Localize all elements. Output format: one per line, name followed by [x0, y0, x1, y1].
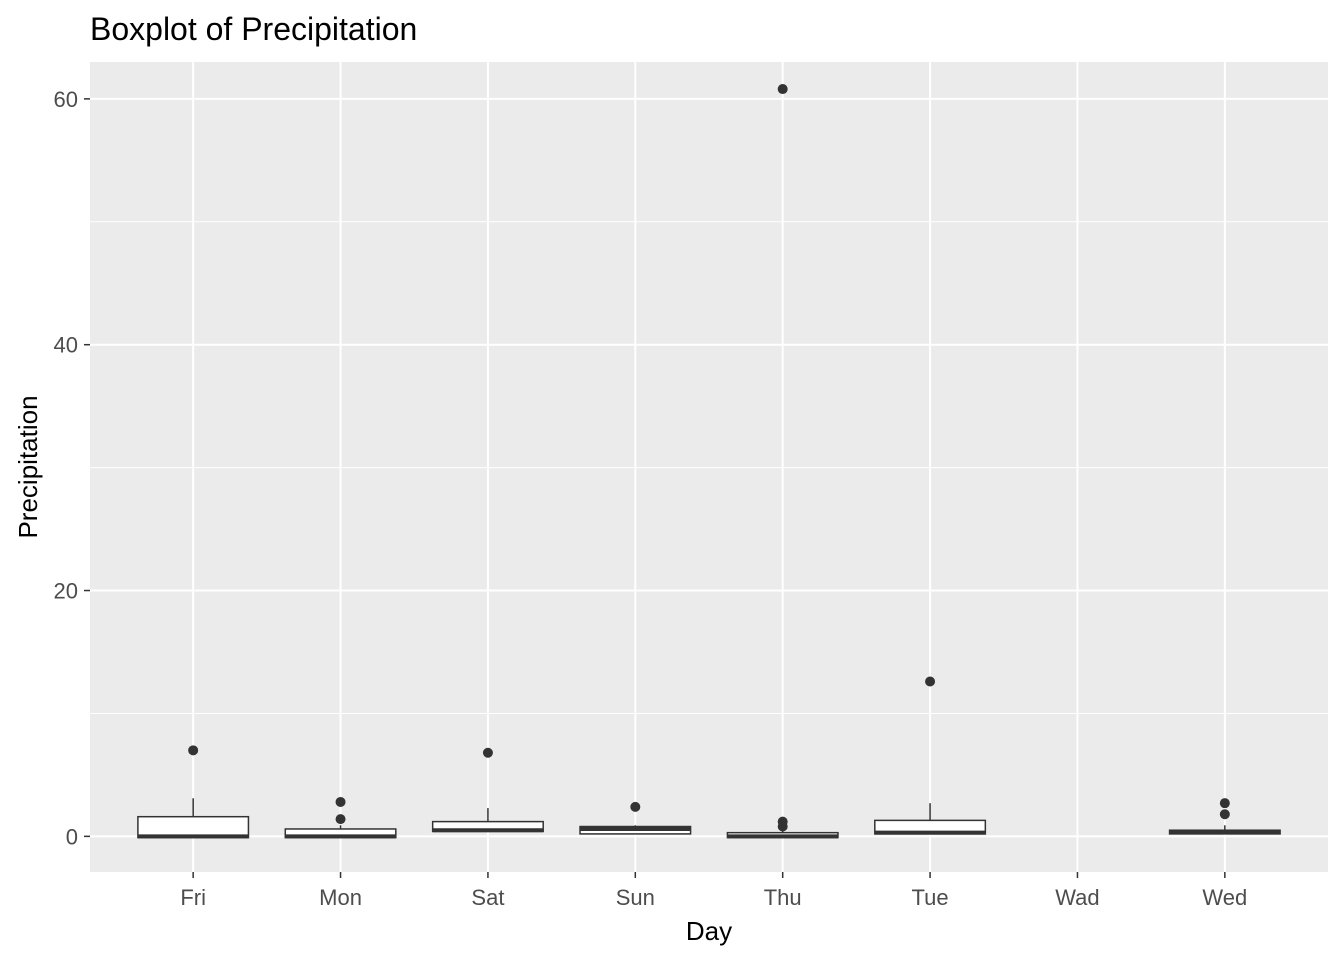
- outlier-point: [335, 796, 346, 807]
- grid-lines: [90, 62, 1328, 872]
- y-axis-title: Precipitation: [13, 395, 43, 538]
- box-mon: [284, 796, 397, 839]
- x-axis-title: Day: [686, 916, 732, 946]
- x-tick-label: Sun: [616, 885, 655, 910]
- outlier-point: [1219, 809, 1230, 820]
- box-sat: [431, 747, 544, 833]
- x-tick-label: Sat: [471, 885, 504, 910]
- boxes-layer: [137, 84, 1281, 839]
- x-tick-label: Wed: [1202, 885, 1247, 910]
- box-fri: [137, 745, 250, 839]
- outlier-point: [482, 747, 493, 758]
- outlier-point: [1219, 798, 1230, 809]
- chart-title: Boxplot of Precipitation: [90, 11, 417, 47]
- box-wed: [1168, 798, 1281, 835]
- x-tick-label: Fri: [180, 885, 206, 910]
- outlier-point: [335, 814, 346, 825]
- y-axis: 0 20 40 60: [54, 87, 90, 849]
- outlier-point: [777, 816, 788, 827]
- x-tick-label: Mon: [319, 885, 362, 910]
- y-tick-label: 0: [66, 824, 78, 849]
- box-tue: [874, 676, 987, 835]
- x-tick-label: Tue: [912, 885, 949, 910]
- y-tick-label: 40: [54, 333, 78, 358]
- outlier-point: [925, 676, 936, 687]
- x-tick-label: Thu: [764, 885, 802, 910]
- x-axis: Fri Mon Sat Sun Thu Tue Wad Wed: [180, 872, 1247, 910]
- outlier-point: [777, 84, 788, 95]
- y-tick-label: 60: [54, 87, 78, 112]
- box-thu: [726, 84, 839, 839]
- box-sun: [579, 801, 692, 835]
- x-tick-label: Wad: [1055, 885, 1099, 910]
- y-tick-label: 20: [54, 579, 78, 604]
- plot-panel: [90, 62, 1328, 872]
- outlier-point: [630, 801, 641, 812]
- outlier-point: [188, 745, 199, 756]
